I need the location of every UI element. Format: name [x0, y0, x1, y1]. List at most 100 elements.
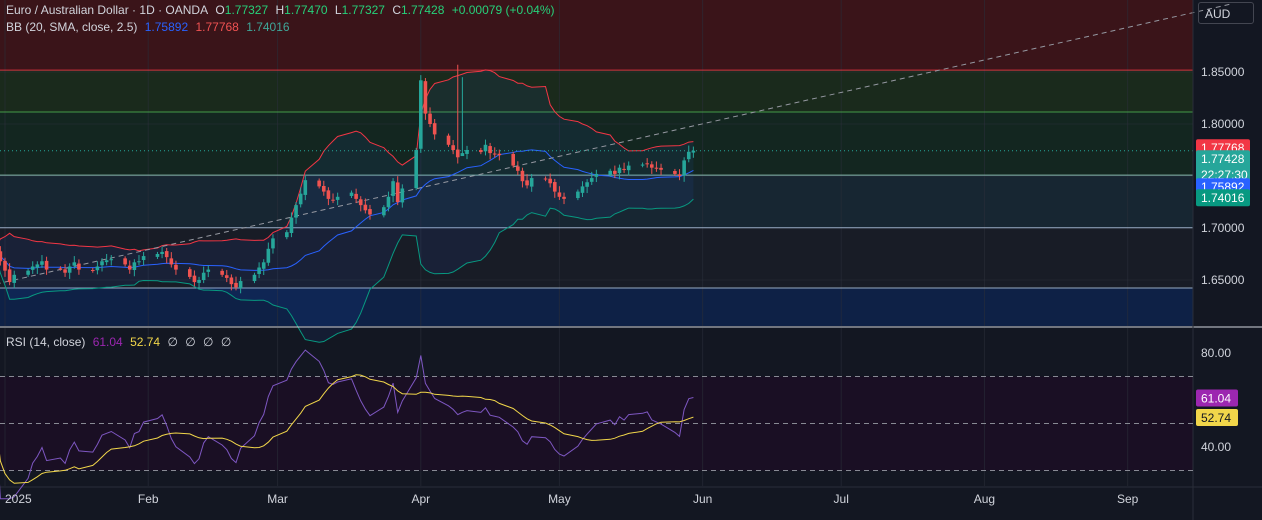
candle-body — [368, 209, 372, 215]
zone-2 — [0, 70, 1193, 113]
currency-selector[interactable]: AUD — [1198, 2, 1254, 24]
candle-body — [465, 150, 469, 154]
bb-basis-line — [0, 149, 694, 271]
price-tick-label: 1.70000 — [1201, 221, 1245, 235]
time-tick-label: Apr — [411, 492, 430, 506]
time-tick-label: Jul — [834, 492, 849, 506]
candle-body — [400, 188, 405, 203]
symbol-title: Euro / Australian Dollar · 1D · OANDA — [6, 3, 209, 17]
candle-body — [640, 164, 645, 166]
rsi-value: 61.04 — [92, 335, 123, 349]
candle-body — [174, 264, 178, 270]
candle-body — [303, 180, 308, 195]
candle-body — [271, 238, 275, 249]
candle-body — [358, 199, 363, 206]
candle-body — [659, 167, 663, 170]
candle-body — [95, 266, 100, 271]
candle-body — [414, 150, 418, 189]
candle-body — [206, 269, 211, 272]
candle-body — [391, 181, 395, 196]
candle-body — [460, 153, 465, 157]
candle-body — [654, 167, 659, 169]
candle-body — [160, 251, 164, 254]
candle-body — [0, 251, 3, 262]
candle-body — [132, 262, 137, 271]
price-badge — [1196, 150, 1250, 185]
bb-legend: BB (20, SMA, close, 2.5) 1.75892 1.77768… — [6, 20, 294, 34]
candle-body — [686, 151, 691, 160]
zone-4 — [0, 175, 1193, 228]
price-tick-label: 1.85000 — [1201, 65, 1245, 79]
price-badge — [1196, 189, 1250, 207]
candle-body — [497, 153, 502, 156]
ohlc-low: L1.77327 — [334, 3, 385, 17]
time-tick-label: Mar — [267, 492, 288, 506]
candle-body — [197, 280, 201, 283]
candle-body — [266, 248, 271, 263]
bb-label: BB (20, SMA, close, 2.5) — [6, 20, 138, 34]
candle-body — [321, 185, 326, 192]
candle-body — [511, 153, 515, 166]
candles — [0, 64, 696, 294]
bb-lower-value: 1.74016 — [246, 20, 290, 34]
rsi-badge — [1196, 409, 1238, 427]
candle-body — [488, 146, 492, 154]
rsi-tick-label: 80.00 — [1201, 346, 1231, 360]
time-tick-label: Jun — [693, 492, 712, 506]
candle-body — [650, 164, 654, 168]
candle-body — [104, 260, 109, 263]
candle-body — [44, 260, 49, 270]
candle-body — [229, 277, 234, 285]
rsi-badge-text: 61.04 — [1201, 392, 1231, 406]
candle-body — [234, 282, 238, 288]
candle-body — [580, 186, 585, 193]
candle-body — [137, 261, 141, 263]
candle-body — [576, 191, 580, 199]
candle-body — [331, 199, 335, 201]
candle-body — [40, 261, 44, 265]
rsi-placeholder-3: ∅ — [203, 335, 214, 349]
rsi-badge — [1196, 389, 1238, 407]
candle-body — [585, 182, 589, 187]
candle-body — [35, 264, 40, 268]
candle-body — [423, 81, 428, 114]
ohlc-change: +0.00079 (+0.04%) — [451, 3, 555, 17]
zone-top — [0, 0, 1193, 71]
zone-3 — [0, 112, 1193, 176]
candle-body — [529, 178, 534, 187]
candle-body — [608, 170, 613, 175]
candle-body — [238, 281, 243, 289]
candle-body — [72, 262, 77, 266]
candle-body — [90, 270, 95, 272]
candle-body — [516, 166, 520, 171]
candle-body — [192, 275, 197, 283]
candle-body — [3, 260, 7, 271]
rsi-ma-value: 52.74 — [130, 335, 161, 349]
candle-body — [446, 135, 451, 145]
candle-body — [261, 262, 266, 269]
rsi-label: RSI (14, close) — [6, 335, 86, 349]
time-tick-label: Feb — [138, 492, 159, 506]
candle-body — [30, 266, 35, 270]
time-tick-label: 2025 — [5, 492, 32, 506]
candle-body — [289, 217, 294, 233]
price-tick-label: 1.80000 — [1201, 117, 1245, 131]
candle-body — [326, 190, 331, 199]
candle-body — [395, 182, 400, 202]
candle-body — [520, 170, 525, 182]
candle-body — [691, 150, 696, 153]
candle-body — [354, 193, 358, 199]
candle-body — [386, 196, 391, 208]
candle-body — [201, 272, 206, 280]
candle-body — [363, 204, 368, 211]
candle-body — [335, 196, 340, 200]
candle-body — [26, 270, 30, 275]
candle-body — [432, 123, 437, 135]
candle-body — [155, 254, 160, 257]
bb-lower-line — [0, 198, 694, 343]
candle-body — [419, 80, 423, 149]
time-tick-label: May — [548, 492, 571, 506]
rsi-placeholder-4: ∅ — [220, 335, 232, 349]
candle-body — [220, 270, 224, 275]
